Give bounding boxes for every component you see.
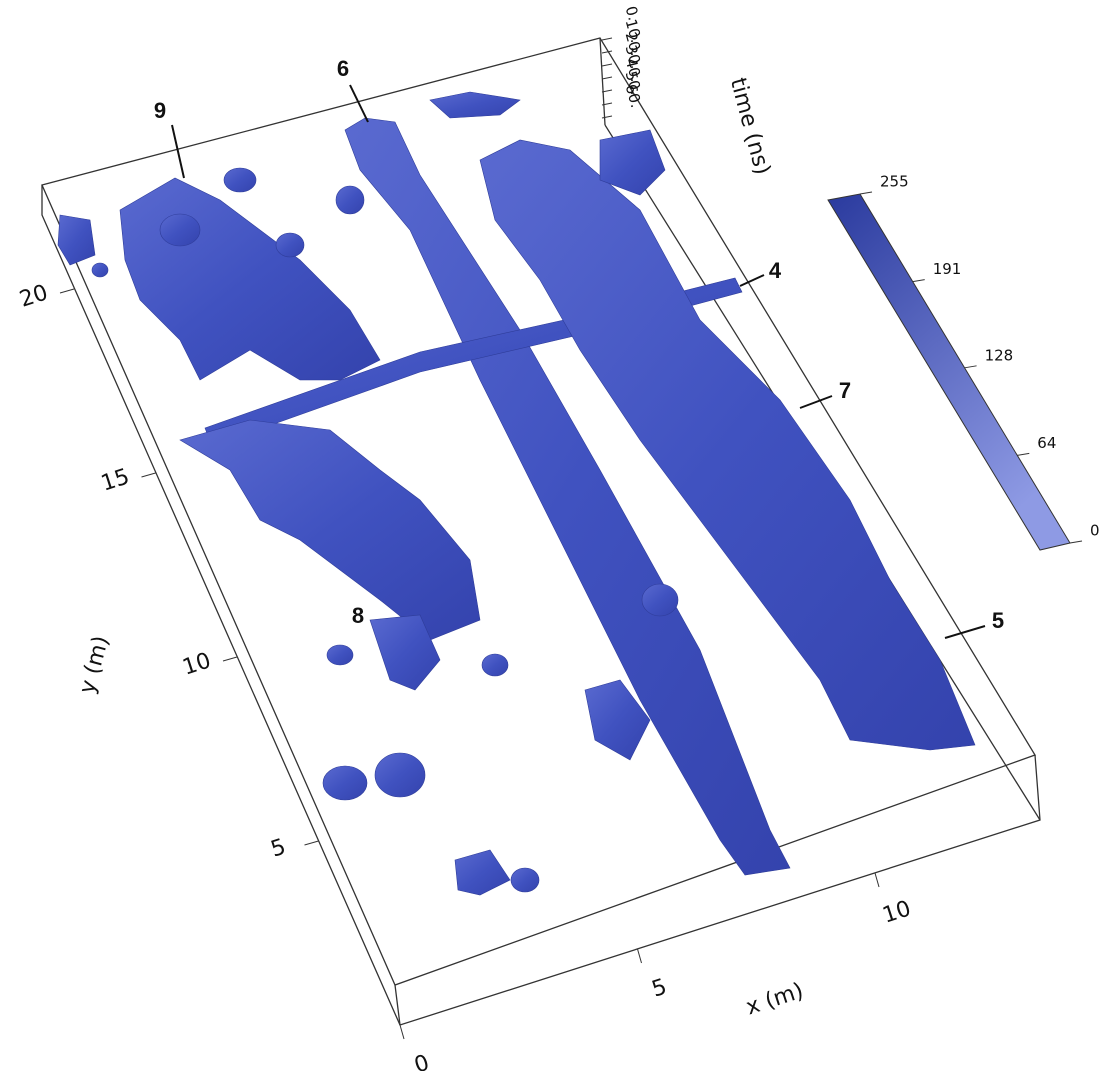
- y-tick-label: 15: [98, 464, 132, 496]
- colorbar-tick-label: 128: [985, 346, 1014, 364]
- time-tick: [602, 77, 612, 79]
- y-tick: [142, 473, 156, 477]
- annotation: 4: [769, 258, 782, 283]
- y-axis-label: y (m): [75, 633, 114, 696]
- colorbar-tick-label: 64: [1037, 434, 1056, 452]
- y-tick: [305, 841, 319, 845]
- colorbar-tick: [1017, 453, 1029, 455]
- annotation: 5: [992, 608, 1004, 633]
- y-tick: [60, 289, 74, 293]
- annotation-leader: [172, 125, 184, 178]
- colorbar-tick-label: 191: [933, 260, 962, 278]
- colorbar-tick: [1070, 541, 1082, 543]
- x-tick: [400, 1025, 404, 1039]
- time-axis-label: time (ns): [725, 75, 775, 177]
- annotation: 9: [154, 98, 166, 123]
- x-tick: [638, 949, 642, 963]
- colorbar: [828, 194, 1070, 550]
- y-tick-label: 5: [268, 834, 289, 862]
- gpr-figure: time (ns) x (m) y (m) 051051015200.10.20…: [0, 0, 1107, 1071]
- annotation: 7: [839, 378, 851, 403]
- colorbar-tick: [913, 280, 925, 282]
- x-axis-label: x (m): [743, 979, 806, 1021]
- colorbar-tick-label: 0: [1090, 522, 1100, 540]
- time-tick: [602, 38, 612, 40]
- x-tick-label: 5: [649, 974, 670, 1002]
- annotation-leader: [740, 275, 764, 286]
- x-tick: [875, 873, 879, 887]
- time-tick: [602, 64, 612, 66]
- y-tick-label: 20: [17, 280, 51, 312]
- colorbar-tick-label: 255: [880, 173, 909, 191]
- annotation: 6: [337, 56, 349, 81]
- colorbar-tick: [860, 192, 872, 194]
- annotation-leader: [800, 396, 832, 408]
- annotation: 8: [352, 603, 364, 628]
- y-tick: [223, 657, 237, 661]
- colorbar-tick: [965, 366, 977, 368]
- time-tick: [602, 51, 612, 53]
- x-tick-label: 0: [411, 1050, 432, 1071]
- y-tick-label: 10: [180, 648, 214, 680]
- time-tick: [602, 116, 612, 118]
- annotation-leader: [945, 626, 985, 638]
- x-tick-label: 10: [880, 896, 914, 928]
